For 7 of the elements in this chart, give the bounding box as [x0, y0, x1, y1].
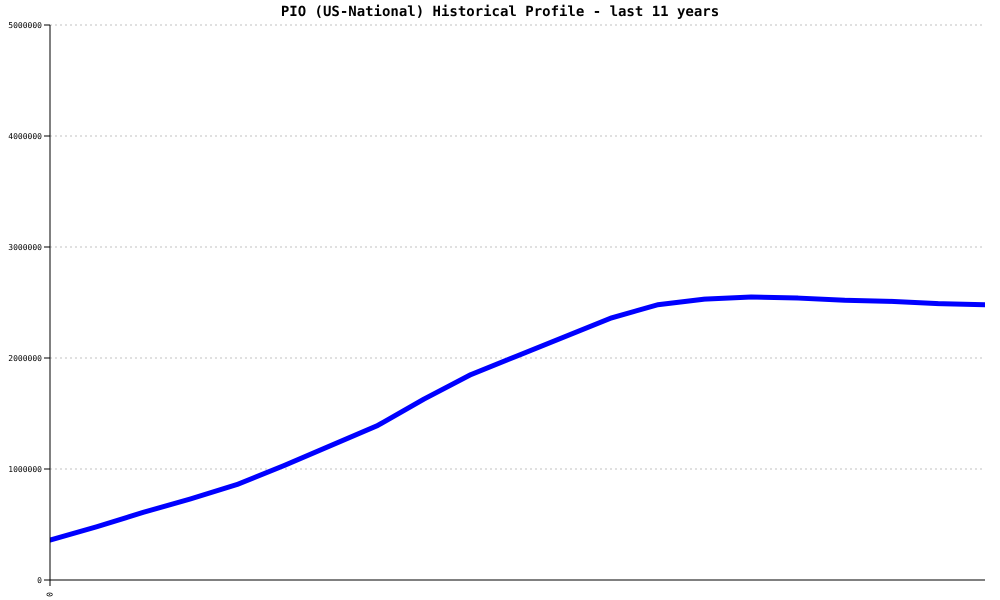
y-tick-label: 5000000: [8, 20, 42, 30]
y-tick-label: 4000000: [8, 132, 42, 141]
chart-title: PIO (US-National) Historical Profile - last 11 years: [280, 4, 720, 20]
y-tick-label: 2000000: [8, 354, 42, 363]
y-tick-label: 3000000: [8, 242, 42, 252]
y-tick-label: 1000000: [8, 464, 42, 474]
y-tick-label: 0: [37, 576, 42, 585]
